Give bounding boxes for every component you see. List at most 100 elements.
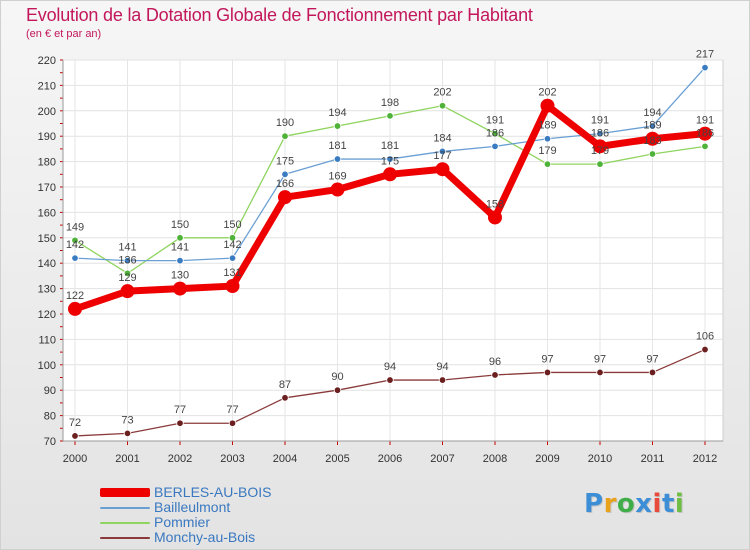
data-label: 94 [436,361,448,373]
data-label: 150 [171,219,189,231]
y-tick-label: 70 [44,436,56,448]
data-label: 177 [433,150,451,162]
data-label: 191 [486,115,504,127]
data-point [123,256,132,265]
data-point [120,284,135,299]
logo-letter: i [652,489,662,519]
data-point [68,301,82,316]
data-point [701,63,709,72]
data-point [435,162,450,177]
y-tick-label: 170 [38,182,56,194]
data-point [386,112,394,120]
data-point [176,234,184,242]
y-tick-label: 100 [38,360,56,372]
logo-letter: P [584,489,604,519]
legend-label-berles: BERLES-AU-BOIS [154,484,272,500]
y-tick-label: 90 [44,385,56,397]
data-label: 194 [643,107,661,119]
data-point [176,419,184,427]
data-point [281,394,289,402]
y-tick-label: 120 [38,309,56,321]
data-label: 181 [328,140,346,152]
data-label: 186 [591,127,609,139]
data-label: 77 [226,404,238,416]
legend-swatch-monchy [100,536,150,539]
legend-swatch-pommier [100,521,150,524]
x-tick-label: 2010 [588,453,612,465]
data-label: 77 [174,404,186,416]
x-tick-label: 2003 [220,453,244,465]
x-tick-label: 2009 [535,453,559,465]
data-point [123,269,132,278]
x-tick-label: 2005 [325,453,349,465]
data-label: 142 [66,239,84,251]
data-label: 141 [171,242,189,254]
logo-letter: o [616,489,636,519]
x-tick-label: 2002 [168,453,192,465]
data-point [438,147,447,156]
data-label: 158 [486,198,504,210]
legend-label-pommier: Pommier [154,514,211,530]
data-point [488,210,502,225]
data-point [701,142,709,151]
data-label: 136 [118,254,136,266]
data-point [383,167,397,182]
data-point [225,279,240,294]
data-label: 130 [171,270,189,282]
data-point [648,122,657,130]
y-tick-label: 110 [38,334,56,346]
logo-letter: x [635,489,653,519]
data-point [278,190,292,205]
legend-label-monchy: Monchy-au-Bois [154,529,256,545]
legend-item-pommier[interactable]: Pommier [100,515,271,530]
data-point [701,345,709,354]
data-point [333,122,342,130]
data-label: 166 [276,178,294,190]
x-tick-label: 2011 [641,453,665,465]
data-label: 94 [384,361,396,373]
data-point [543,368,552,377]
data-label: 184 [433,132,451,144]
data-label: 150 [223,219,241,231]
x-tick-label: 2006 [378,453,402,465]
data-label: 183 [643,135,661,147]
legend-swatch-berles [100,488,150,497]
data-point [71,432,79,440]
legend-item-monchy[interactable]: Monchy-au-Bois [100,530,271,545]
data-point [333,386,342,394]
y-tick-label: 200 [38,106,56,118]
proxiti-logo: Proxiti [584,489,684,519]
data-label: 194 [328,107,346,119]
data-point [648,150,657,158]
legend-item-bailleulmont[interactable]: Bailleulmont [100,500,271,515]
data-label: 142 [223,239,241,251]
data-point [123,429,132,438]
x-tick-label: 2000 [63,453,87,465]
legend-item-berles[interactable]: BERLES-AU-BOIS [100,485,271,500]
data-label: 122 [66,290,84,302]
y-tick-label: 190 [38,131,56,143]
data-point [438,376,447,384]
data-point [330,182,345,197]
data-point [438,102,447,110]
data-point [281,132,289,140]
data-label: 181 [381,140,399,152]
logo-letter: r [603,489,617,519]
y-tick-label: 180 [38,157,56,169]
data-label: 131 [223,267,241,279]
legend-label-bailleulmont: Bailleulmont [154,499,231,515]
data-point [71,254,79,262]
plot-area [62,59,724,442]
data-label: 179 [538,145,556,157]
x-tick-label: 2008 [483,453,507,465]
data-label: 169 [328,171,346,183]
y-tick-label: 140 [38,258,56,270]
data-point [228,419,237,427]
y-tick-label: 80 [44,411,56,423]
data-point [543,135,552,143]
y-tick-label: 150 [38,233,56,245]
data-point [386,376,394,384]
data-label: 106 [696,331,714,343]
data-label: 97 [594,353,606,365]
data-point [593,139,607,154]
